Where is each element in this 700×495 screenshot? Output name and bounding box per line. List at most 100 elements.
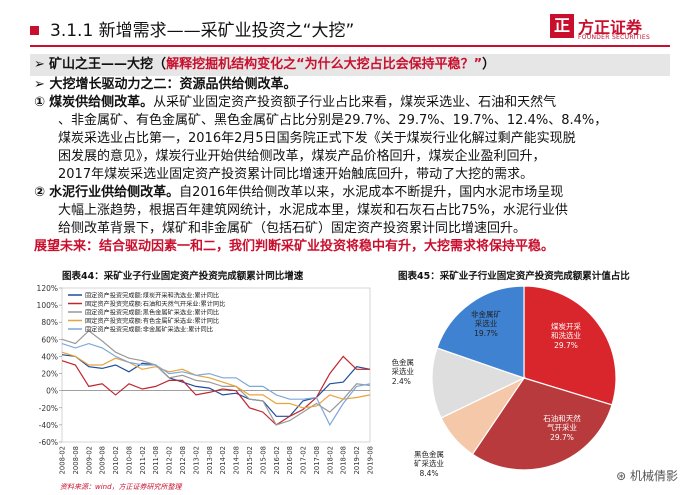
pie-chart-title: 图表45：采矿业子行业固定资产投资完成额累计值占比 [398,271,630,282]
x-tick-label: 2014-02 [219,446,227,474]
item2-text3: 给侧改革背景下，煤矿和非金属矿（包括石矿）固定资产投资累计同比增速回升。 [58,221,527,236]
item2-text1: 自2016年供给侧改革以来，水泥成本不断提升，国内水泥市场呈现 [179,185,564,200]
x-tick-label: 2013-02 [192,446,200,474]
x-tick-label: 2018-08 [340,446,348,474]
intro-line: ➢ 矿山之王——大挖（解释挖掘机结构变化之“为什么大挖占比会保持平稳？”） [30,54,670,76]
y-tick-label: -20% [39,404,58,413]
pie-slice-4 [431,347,526,419]
founder-securities-logo: 正 方正证券 FOUNDER SECURITIES [550,14,660,44]
pie-label-3: 黑色金属 [414,449,444,459]
slide-header: 3.1.1 新增需求——采矿业投资之“大挖” 正 方正证券 FOUNDER SE… [0,0,700,56]
series-line-3 [61,330,371,426]
pie-label-2: 石油和天然 [543,413,581,423]
pie-slice-5 [436,285,525,379]
legend-label-2: 固定资产投资完成额:石油和天然气开采业:累计同比 [85,300,225,308]
x-tick-label: 2012-02 [166,446,174,474]
item1-marker: ① [34,95,46,110]
pie-value-1: 29.7% [554,341,578,350]
x-tick-label: 2019-08 [367,446,375,474]
x-tick-label: 2013-08 [206,446,214,474]
pie-label-cont-3: 矿采选业 [414,458,444,468]
outlook-text: 结合驱动因素一和二，我们判断采矿业投资将稳中有升，大挖需求将保持平稳。 [99,239,555,254]
series-line-4 [61,351,371,409]
source-note: 资料来源：wind，方正证券研究所整理 [60,483,182,491]
x-tick-label: 2008-08 [72,446,80,474]
pie-slice-1 [523,285,617,406]
x-tick-label: 2015-08 [259,446,267,474]
item2-marker: ② [34,185,46,200]
y-tick-label: -60% [39,438,58,447]
line-chart-title: 图表44：采矿业子行业固定资产投资完成额累计同比增速 [62,271,304,282]
pie-label-cont-5: 采选业 [475,318,498,328]
pie-chart: 煤炭开采和洗选业29.7%石油和天然气开采业29.7%黑色金属矿采选业8.4%有… [392,285,617,478]
legend-label-5: 固定资产投资完成额:非金属矿采选业:累计同比 [85,326,213,334]
legend-label-4: 固定资产投资完成额:有色金属矿采选业:累计同比 [85,317,219,325]
pie-value-2: 29.7% [550,433,574,442]
title-underline [30,45,670,47]
pie-slice-2 [471,377,613,471]
item-cement: ② 水泥行业供给侧改革。自2016年供给侧改革以来，水泥成本不断提升，国内水泥市… [30,184,670,238]
x-tick-label: 2017-08 [313,446,321,474]
x-tick-label: 2018-02 [326,446,334,474]
pie-label-cont-1: 和洗选业 [551,330,581,340]
pie-label-1: 煤炭开采 [551,321,581,331]
y-tick-label: 40% [41,352,58,361]
x-tick-label: 2011-08 [152,446,160,474]
item1-text1: 从采矿业固定资产投资额子行业占比来看，煤炭采选业、石油和天然气 [153,95,557,110]
y-tick-label: -40% [39,421,58,430]
logo-en-name: FOUNDER SECURITIES [578,34,651,41]
intro-prefix: 矿山之王——大挖（ [49,57,167,72]
x-tick-label: 2012-08 [179,446,187,474]
item1-text3: 煤炭采选业占比第一，2016年2月5日国务院正式下发《关于煤炭行业化解过剩产能实… [58,131,576,146]
outlook-label: 展望未来： [34,239,100,254]
pie-value-5: 19.7% [474,329,498,338]
x-tick-label: 2009-02 [85,446,93,474]
x-tick-label: 2017-02 [300,446,308,474]
line-chart: 120%100%80%60%40%20%0%-20%-40%-60%2008-0… [37,284,375,474]
x-tick-label: 2019-02 [353,446,361,474]
series-line-1 [61,354,371,417]
item1-text2: 、非金属矿、有色金属矿、黑色金属矿占比分别是29.7%、29.7%、19.7%、… [58,113,608,128]
pie-label-5: 非金属矿 [471,309,501,319]
page-title: 3.1.1 新增需求——采矿业投资之“大挖” [50,21,355,41]
item1-head: 煤炭供给侧改革。 [49,95,154,110]
item1-text4: 困发展的意见》，煤炭行业开始供给侧改革，煤炭产品价格回升，煤炭企业盈利回升， [58,149,546,164]
item1-text5: 2017年煤炭采选业固定资产投资累计同比增速开始触底回升，带动了大挖的需求。 [58,167,534,182]
x-tick-label: 2014-08 [233,446,241,474]
main-text: ➢ 矿山之王——大挖（解释挖掘机结构变化之“为什么大挖占比会保持平稳？”） ➢ … [30,54,670,264]
driver-text: 大挖增长驱动力之二：资源品供给侧改革。 [49,77,297,92]
item-coal: ① 煤炭供给侧改革。从采矿业固定资产投资额子行业占比来看，煤炭采选业、石油和天然… [30,94,670,184]
x-tick-label: 2015-02 [246,446,254,474]
pie-label-4: 有色金属 [392,357,414,367]
y-tick-label: 120% [37,284,58,293]
title-marker [30,26,39,35]
y-tick-label: 20% [41,370,58,379]
pie-value-4: 12.4% [392,377,411,386]
x-tick-label: 2016-08 [286,446,294,474]
y-tick-label: 0% [46,387,58,396]
intro-suffix: ） [482,57,496,72]
item2-head: 水泥行业供给侧改革。 [49,185,180,200]
logo-cn-name: 方正证券 [578,18,643,37]
y-tick-label: 80% [41,318,58,327]
driver-line: ➢ 大挖增长驱动力之二：资源品供给侧改革。 [30,76,670,94]
plot-frame [61,287,371,443]
outlook-line: 展望未来：结合驱动因素一和二，我们判断采矿业投资将稳中有升，大挖需求将保持平稳。 [30,238,670,256]
intro-highlight: 解释挖掘机结构变化之“为什么大挖占比会保持平稳？” [166,57,483,72]
series-line-5 [61,342,371,427]
series-line-2 [61,355,370,426]
pie-label-cont-4: 矿采选业 [392,366,414,376]
x-tick-label: 2008-02 [59,446,67,474]
legend-label-3: 固定资产投资完成额:黑色金属矿采选业:累计同比 [85,309,219,317]
pie-label-cont-2: 气开采业 [547,422,577,432]
watermark: ⊛ 机械倩影 [616,467,678,484]
x-tick-label: 2011-02 [139,446,147,474]
x-tick-label: 2009-08 [99,446,107,474]
x-tick-label: 2010-08 [125,446,133,474]
item2-text2: 大幅上涨趋势，根据百年建筑网统计，水泥成本里，煤炭和石灰石占比75%，水泥行业供 [58,203,568,218]
x-tick-label: 2016-02 [273,446,281,474]
bullet-arrow-icon: ➢ [34,57,45,72]
wechat-icon: ⊛ [616,469,627,483]
logo-mark: 正 [550,14,574,38]
legend-label-1: 固定资产投资完成额:煤炭开采和洗选业:累计同比 [85,292,219,300]
